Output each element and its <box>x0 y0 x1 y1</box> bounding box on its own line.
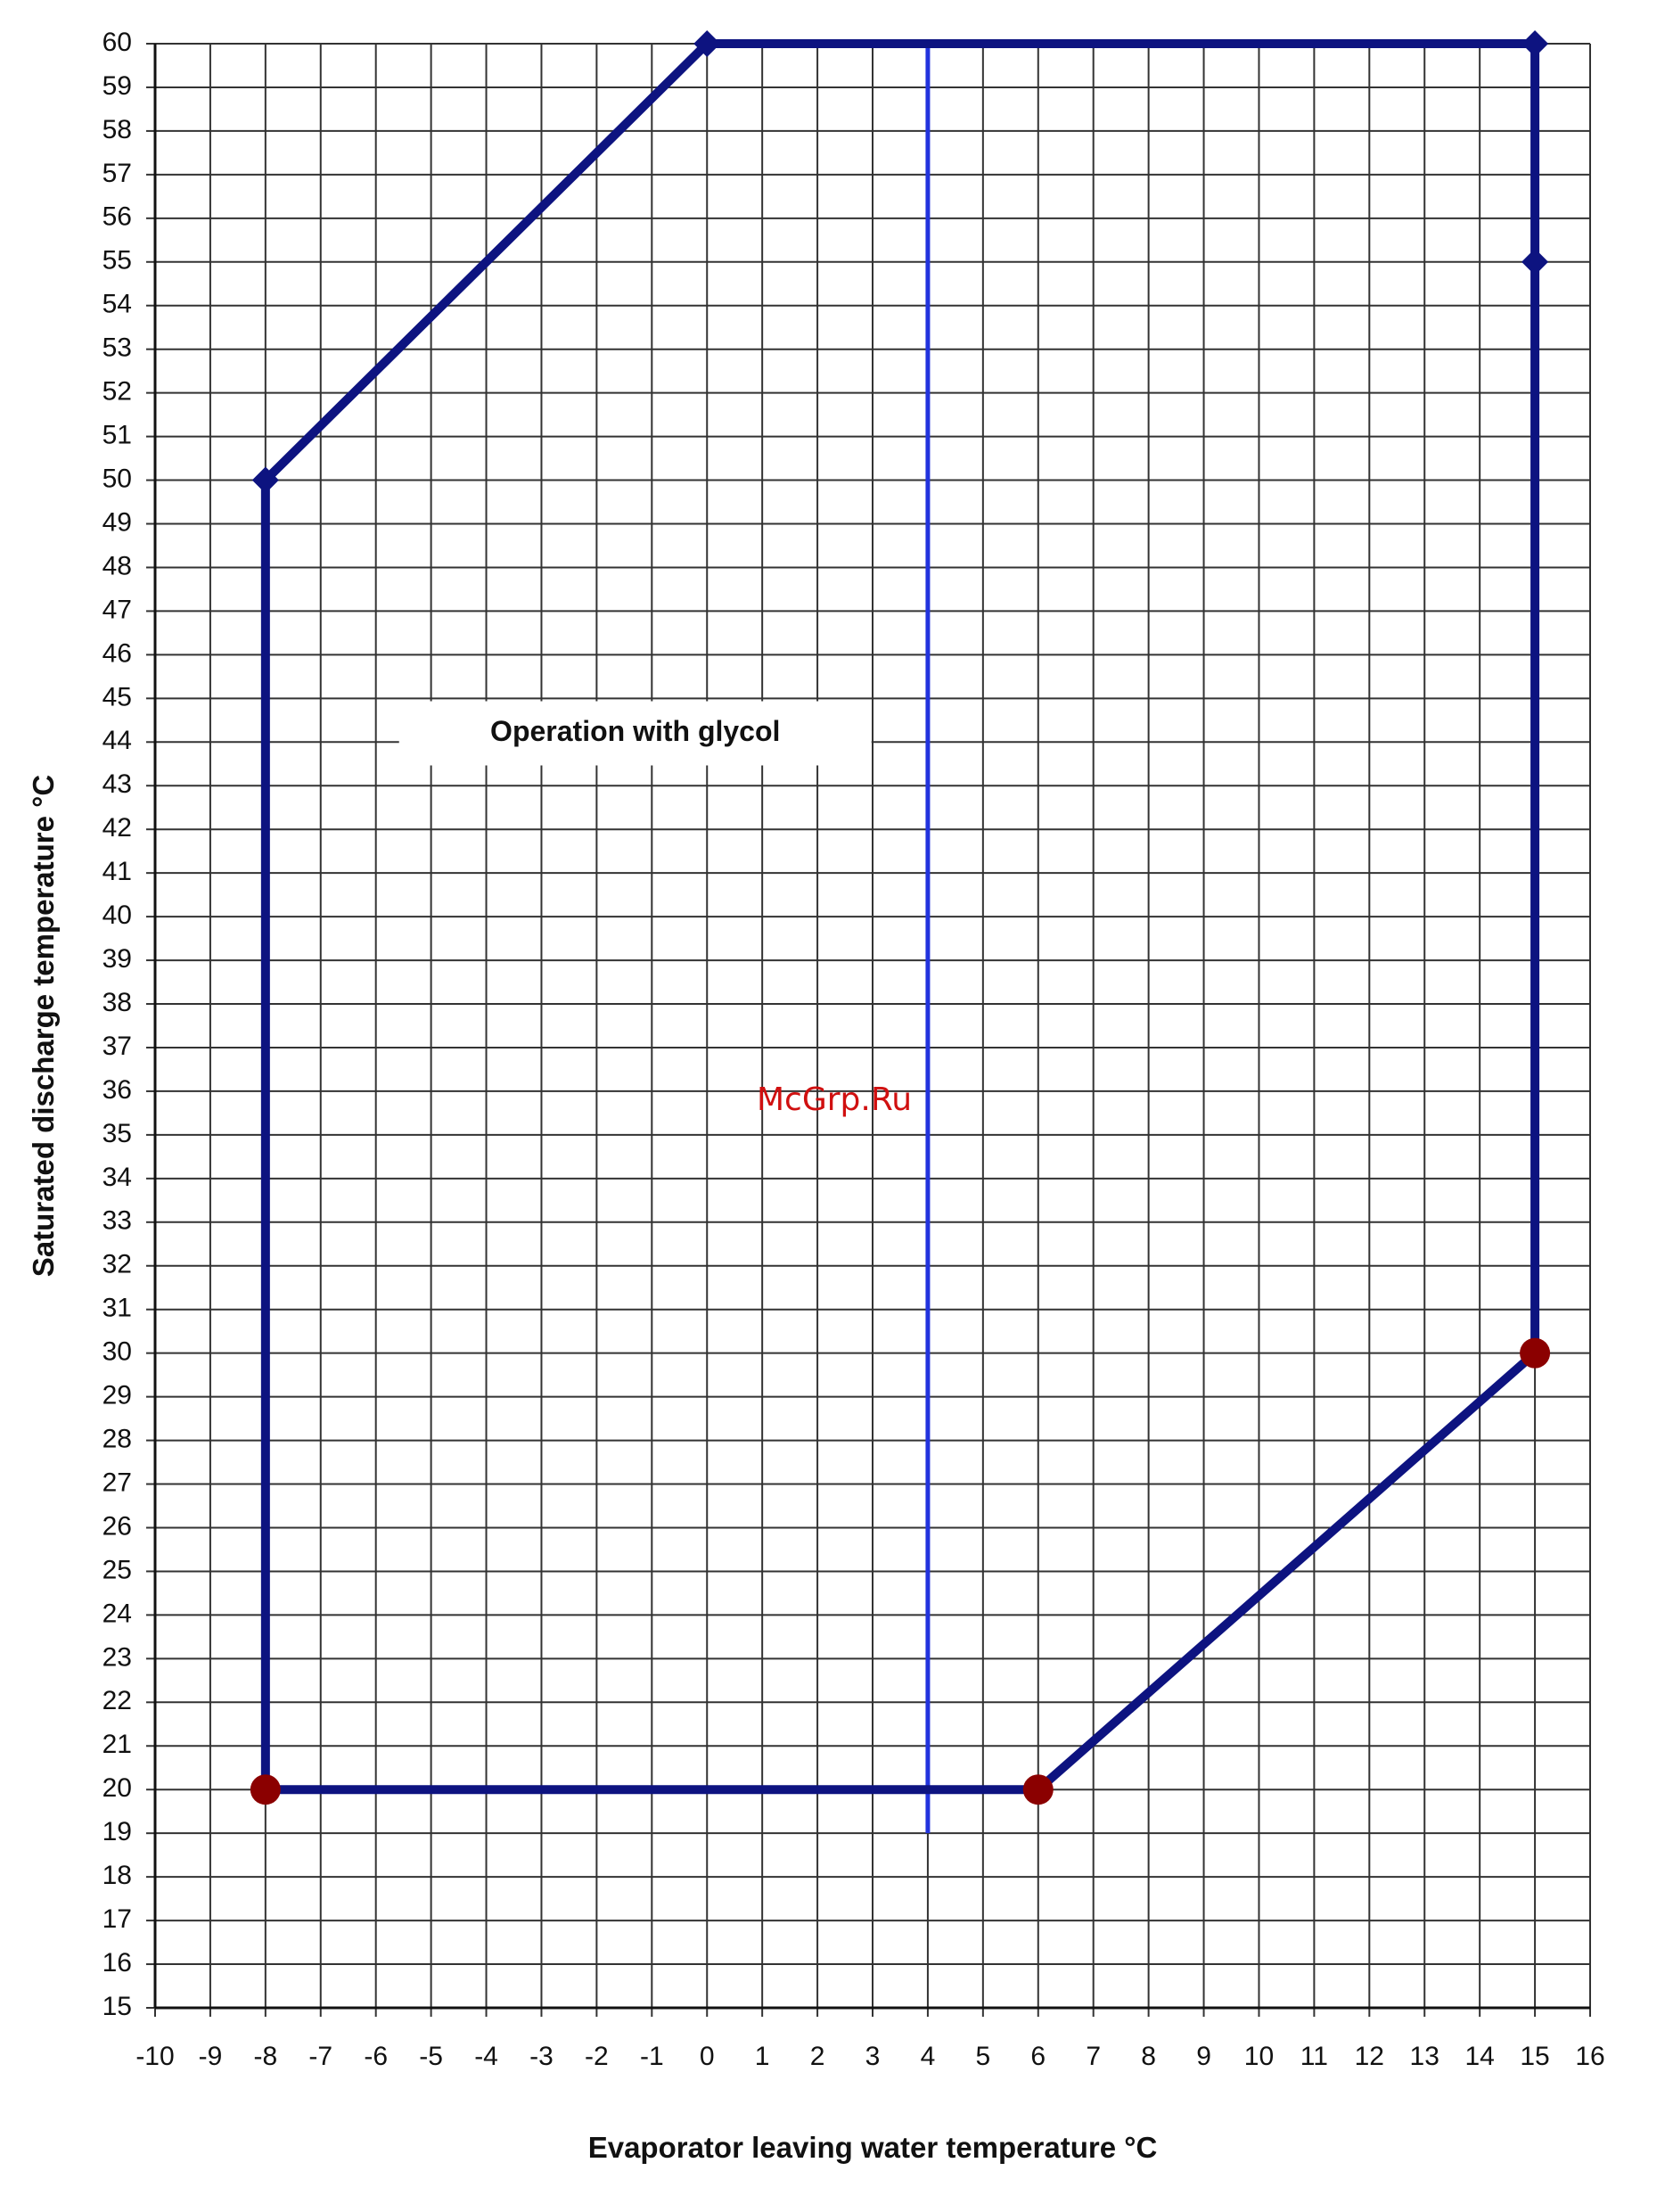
envelope-line <box>260 39 1540 1795</box>
x-tick-label: 5 <box>976 2042 991 2071</box>
x-tick-label: 11 <box>1300 2042 1328 2071</box>
y-tick-label: 48 <box>103 551 132 580</box>
x-tick-label: -6 <box>364 2042 388 2071</box>
y-tick-label: 47 <box>103 595 132 624</box>
y-tick-label: 17 <box>103 1904 132 1934</box>
x-tick-label: 6 <box>1030 2042 1046 2071</box>
y-tick-label: 58 <box>103 115 132 144</box>
y-tick-label: 55 <box>103 246 132 275</box>
y-tick-label: 59 <box>103 71 132 101</box>
x-tick-label: -7 <box>308 2042 332 2071</box>
y-tick-label: 16 <box>103 1948 132 1978</box>
annotation-label: Operation with glycol <box>490 715 780 747</box>
x-tick-label: 13 <box>1410 2042 1439 2071</box>
x-tick-label: 14 <box>1464 2042 1494 2071</box>
y-tick-label: 18 <box>103 1861 132 1890</box>
y-tick-label: 43 <box>103 769 132 799</box>
y-tick-label: 21 <box>103 1730 132 1759</box>
y-tick-label: 46 <box>103 638 132 668</box>
y-tick-label: 51 <box>103 421 132 450</box>
y-tick-label: 56 <box>103 202 132 232</box>
x-tick-label: 8 <box>1141 2042 1156 2071</box>
y-tick-label: 53 <box>103 333 132 363</box>
x-tick-label: 3 <box>865 2042 881 2071</box>
x-tick-label: -1 <box>640 2042 664 2071</box>
y-tick-label: 22 <box>103 1686 132 1715</box>
tick-labels: -10 -9 -8 -7 -6 -5 -4 -3 -2 -1 0 1 2 3 4 5 6 7 8 9 10 11 12 13 1… <box>103 28 1605 2071</box>
x-tick-label: 12 <box>1355 2042 1384 2071</box>
y-tick-label: 33 <box>103 1206 132 1236</box>
diamond-marker <box>1521 30 1549 57</box>
x-tick-label: 2 <box>810 2042 825 2071</box>
y-tick-label: 24 <box>103 1599 132 1628</box>
x-tick-label: -10 <box>135 2042 174 2071</box>
y-tick-label: 36 <box>103 1075 132 1105</box>
axes <box>146 43 1591 2017</box>
y-axis-title: Saturated discharge temperature °C <box>27 775 60 1277</box>
diamond-marker <box>693 30 721 57</box>
y-tick-label: 37 <box>103 1032 132 1061</box>
circle-marker <box>1520 1337 1551 1369</box>
watermark-label: McGrp.Ru <box>757 1081 912 1118</box>
y-tick-label: 30 <box>103 1337 132 1367</box>
y-tick-label: 27 <box>103 1468 132 1497</box>
x-tick-label: -5 <box>419 2042 443 2071</box>
y-tick-label: 44 <box>103 726 132 755</box>
x-tick-label: 7 <box>1086 2042 1101 2071</box>
y-tick-label: 39 <box>103 944 132 974</box>
y-tick-label: 23 <box>103 1642 132 1672</box>
y-tick-label: 28 <box>103 1424 132 1453</box>
y-tick-label: 49 <box>103 507 132 537</box>
y-tick-label: 41 <box>103 857 132 886</box>
x-tick-label: -9 <box>199 2042 223 2071</box>
x-tick-label: -3 <box>529 2042 554 2071</box>
circle-marker <box>250 1774 281 1805</box>
y-tick-label: 40 <box>103 900 132 930</box>
y-tick-label: 42 <box>103 813 132 843</box>
y-tick-label: 15 <box>103 1992 132 2021</box>
circle-marker <box>1022 1774 1054 1805</box>
y-tick-label: 20 <box>103 1773 132 1803</box>
x-tick-label: -8 <box>254 2042 278 2071</box>
x-tick-label: 10 <box>1244 2042 1274 2071</box>
y-tick-label: 35 <box>103 1119 132 1148</box>
y-tick-label: 57 <box>103 159 132 188</box>
y-tick-label: 31 <box>103 1294 132 1323</box>
y-tick-label: 50 <box>103 464 132 493</box>
x-tick-label: 4 <box>921 2042 936 2071</box>
y-tick-label: 45 <box>103 682 132 711</box>
x-tick-label: -4 <box>474 2042 498 2071</box>
x-axis-title: Evaporator leaving water temperature °C <box>588 2131 1158 2164</box>
y-tick-label: 32 <box>103 1250 132 1279</box>
x-tick-label: 15 <box>1520 2042 1549 2071</box>
y-tick-label: 34 <box>103 1163 132 1192</box>
x-tick-label: 1 <box>755 2042 770 2071</box>
y-tick-label: 52 <box>103 377 132 407</box>
diamond-marker <box>1521 248 1549 275</box>
y-tick-label: 25 <box>103 1555 132 1584</box>
grid-lines <box>154 43 1591 2009</box>
x-tick-label: -2 <box>585 2042 609 2071</box>
y-tick-label: 29 <box>103 1381 132 1410</box>
y-tick-label: 60 <box>103 28 132 57</box>
x-tick-label: 16 <box>1575 2042 1604 2071</box>
y-tick-label: 54 <box>103 290 132 319</box>
x-tick-label: 0 <box>700 2042 715 2071</box>
y-tick-label: 26 <box>103 1511 132 1541</box>
diamond-marker <box>251 466 279 494</box>
y-tick-label: 19 <box>103 1817 132 1846</box>
x-tick-label: 9 <box>1196 2042 1211 2071</box>
annotation-background <box>398 701 872 766</box>
y-tick-label: 38 <box>103 988 132 1017</box>
annotation-group: Operation with glycol <box>398 701 872 766</box>
series-group <box>250 30 1551 1805</box>
